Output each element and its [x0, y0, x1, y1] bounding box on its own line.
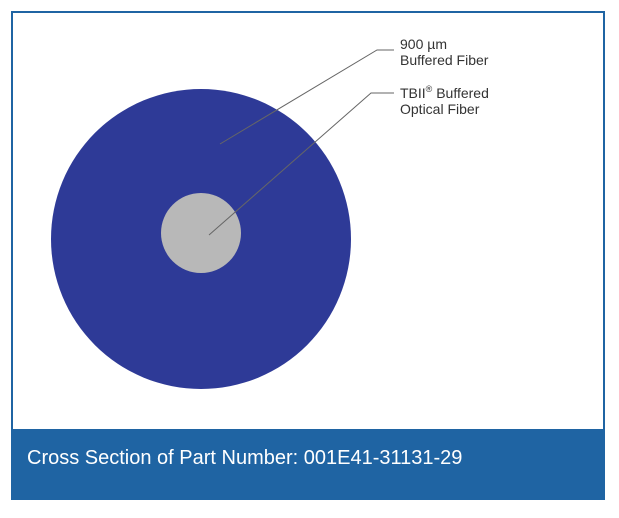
- optical-fiber-leader-line: [208, 92, 394, 236]
- optical-fiber-label-prefix: TBII: [400, 85, 426, 101]
- caption-text: Cross Section of Part Number: 001E41-311…: [27, 447, 463, 469]
- figure-frame: 900 µm Buffered Fiber TBII® Buffered Opt…: [11, 11, 605, 500]
- optical-fiber-label-line2: Optical Fiber: [400, 101, 480, 117]
- caption-bar: Cross Section of Part Number: 001E41-311…: [13, 429, 603, 498]
- optical-fiber-label-suffix: Buffered: [432, 85, 489, 101]
- registered-mark: ®: [426, 84, 433, 94]
- optical-fiber-label-line1: TBII® Buffered: [400, 84, 489, 101]
- inner-fiber-circle: [161, 193, 241, 273]
- buffered-fiber-label-line1: 900 µm: [400, 36, 447, 52]
- buffered-fiber-leader-line: [219, 49, 394, 145]
- buffered-fiber-label-line2: Buffered Fiber: [400, 52, 489, 68]
- cross-section-diagram: 900 µm Buffered Fiber TBII® Buffered Opt…: [51, 36, 489, 389]
